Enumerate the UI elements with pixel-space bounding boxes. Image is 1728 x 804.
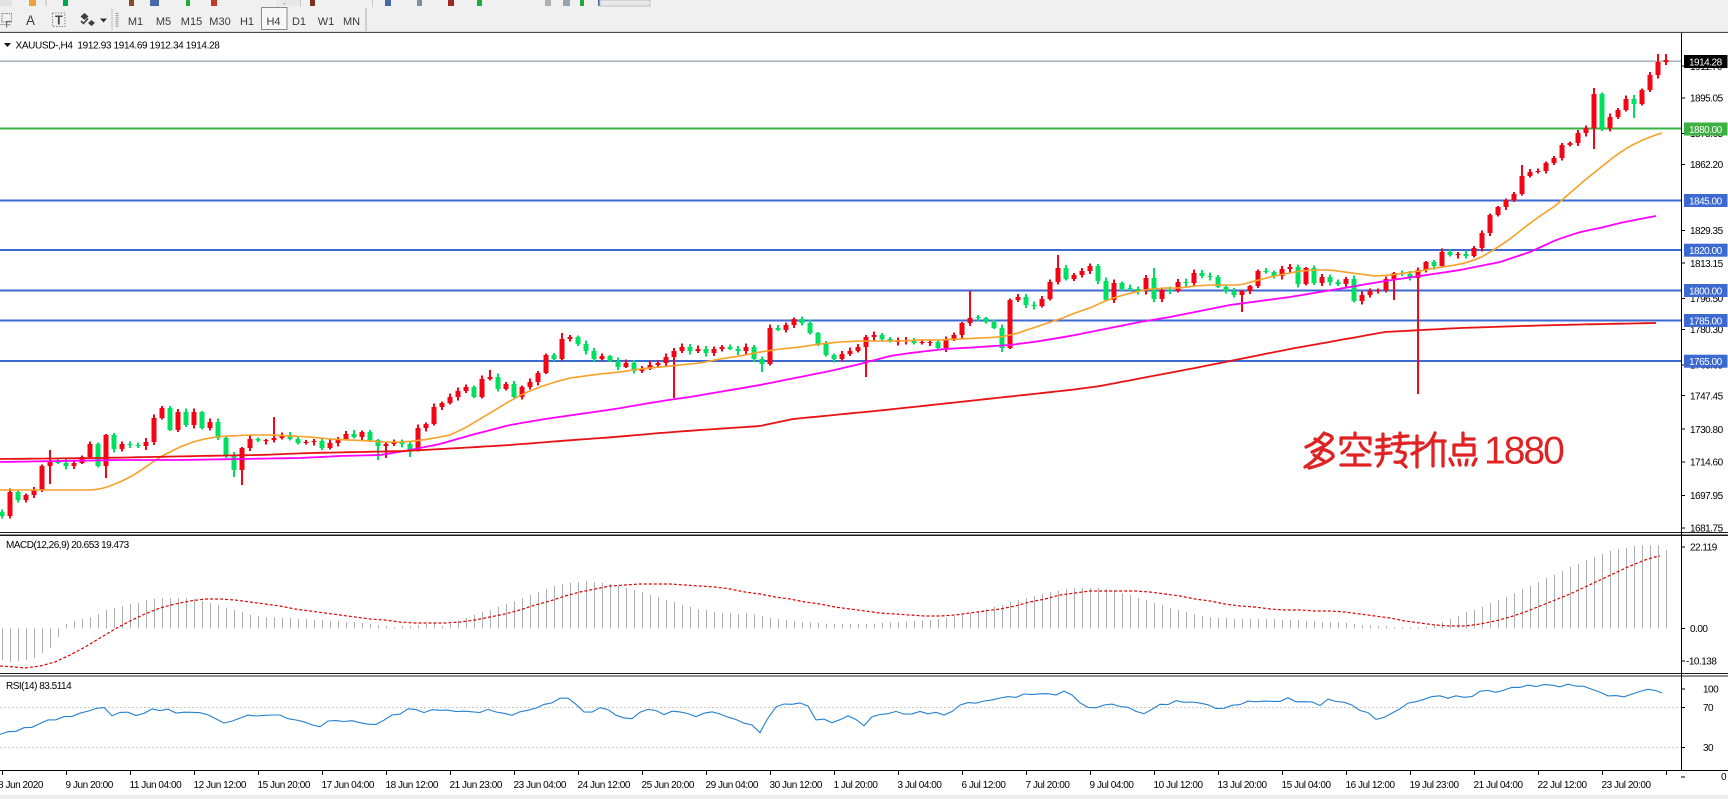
svg-text:1820.00: 1820.00: [1689, 246, 1723, 257]
svg-text:1914.28: 1914.28: [1689, 58, 1723, 69]
svg-text:1845.00: 1845.00: [1689, 197, 1723, 208]
svg-text:9 Jun 20:00: 9 Jun 20:00: [66, 780, 114, 791]
svg-text:29 Jun 04:00: 29 Jun 04:00: [706, 780, 759, 791]
svg-text:1681.75: 1681.75: [1690, 524, 1724, 535]
svg-text:M15: M15: [181, 16, 202, 28]
svg-text:0.00: 0.00: [1690, 624, 1708, 635]
svg-text:15 Jul 04:00: 15 Jul 04:00: [1282, 780, 1332, 791]
svg-text:19 Jul 23:00: 19 Jul 23:00: [1410, 780, 1460, 791]
svg-text:15 Jun 20:00: 15 Jun 20:00: [258, 780, 311, 791]
svg-text:1 Jul 20:00: 1 Jul 20:00: [834, 780, 879, 791]
svg-text:1813.15: 1813.15: [1690, 259, 1724, 270]
svg-text:1880.00: 1880.00: [1689, 125, 1723, 136]
svg-text:MACD(12,26,9) 20.653 19.473: MACD(12,26,9) 20.653 19.473: [6, 540, 130, 551]
svg-text:1714.60: 1714.60: [1690, 458, 1724, 469]
svg-text:M5: M5: [156, 16, 171, 28]
svg-text:30: 30: [1703, 743, 1714, 754]
svg-text:11 Jun 04:00: 11 Jun 04:00: [130, 780, 183, 791]
svg-text:13 Jul 20:00: 13 Jul 20:00: [1218, 780, 1268, 791]
svg-text:W1: W1: [318, 16, 335, 28]
svg-text:23 Jun 04:00: 23 Jun 04:00: [514, 780, 567, 791]
svg-text:16 Jul 12:00: 16 Jul 12:00: [1346, 780, 1396, 791]
svg-text:6 Jul 12:00: 6 Jul 12:00: [962, 780, 1007, 791]
svg-text:M30: M30: [209, 16, 230, 28]
svg-text:22 Jul 12:00: 22 Jul 12:00: [1538, 780, 1588, 791]
svg-text:21 Jul 04:00: 21 Jul 04:00: [1474, 780, 1524, 791]
svg-text:30 Jun 12:00: 30 Jun 12:00: [770, 780, 823, 791]
svg-text:12 Jun 12:00: 12 Jun 12:00: [194, 780, 247, 791]
svg-text:70: 70: [1703, 703, 1714, 714]
svg-text:22.119: 22.119: [1690, 543, 1718, 554]
svg-text:M1: M1: [128, 16, 143, 28]
svg-text:-10.138: -10.138: [1686, 657, 1717, 668]
svg-text:1800.00: 1800.00: [1689, 287, 1723, 298]
svg-text:1895.05: 1895.05: [1690, 94, 1724, 105]
svg-text:24 Jun 12:00: 24 Jun 12:00: [578, 780, 631, 791]
svg-text:F: F: [6, 20, 12, 30]
svg-text:XAUUSD-,H4 1912.93 1914.69 19: XAUUSD-,H4 1912.93 1914.69 1912.34 1914.…: [16, 41, 221, 52]
svg-text:10 Jul 12:00: 10 Jul 12:00: [1154, 780, 1204, 791]
svg-text:100: 100: [1703, 685, 1719, 696]
svg-text:1780.30: 1780.30: [1690, 325, 1724, 336]
svg-text:A: A: [26, 13, 35, 28]
svg-text:MN: MN: [343, 16, 360, 28]
svg-text:H4: H4: [266, 16, 280, 28]
svg-text:H1: H1: [240, 16, 254, 28]
svg-text:7 Jul 20:00: 7 Jul 20:00: [1026, 780, 1071, 791]
svg-text:1697.95: 1697.95: [1690, 491, 1724, 502]
svg-text:1880: 1880: [1484, 430, 1564, 473]
svg-text:8 Jun 2020: 8 Jun 2020: [0, 780, 44, 791]
svg-text:3 Jul 04:00: 3 Jul 04:00: [898, 780, 943, 791]
svg-text:25 Jun 20:00: 25 Jun 20:00: [642, 780, 695, 791]
svg-text:17 Jun 04:00: 17 Jun 04:00: [322, 780, 375, 791]
svg-text:1862.20: 1862.20: [1690, 160, 1724, 171]
svg-text:1730.80: 1730.80: [1690, 425, 1724, 436]
svg-text:18 Jun 12:00: 18 Jun 12:00: [386, 780, 439, 791]
svg-text:-: -: [283, 0, 286, 8]
svg-text:1796.50: 1796.50: [1690, 294, 1724, 305]
svg-text:D1: D1: [292, 16, 306, 28]
svg-text:1747.45: 1747.45: [1690, 391, 1724, 402]
svg-text:9 Jul 04:00: 9 Jul 04:00: [1090, 780, 1135, 791]
svg-text:1829.35: 1829.35: [1690, 226, 1724, 237]
svg-text:RSI(14) 83.5114: RSI(14) 83.5114: [6, 681, 72, 692]
svg-text:1765.00: 1765.00: [1689, 357, 1723, 368]
svg-text:T: T: [55, 14, 63, 28]
svg-text:0: 0: [1721, 772, 1727, 783]
svg-text:1785.00: 1785.00: [1689, 317, 1723, 328]
svg-text:23 Jul 20:00: 23 Jul 20:00: [1602, 780, 1652, 791]
svg-text:21 Jun 23:00: 21 Jun 23:00: [450, 780, 503, 791]
